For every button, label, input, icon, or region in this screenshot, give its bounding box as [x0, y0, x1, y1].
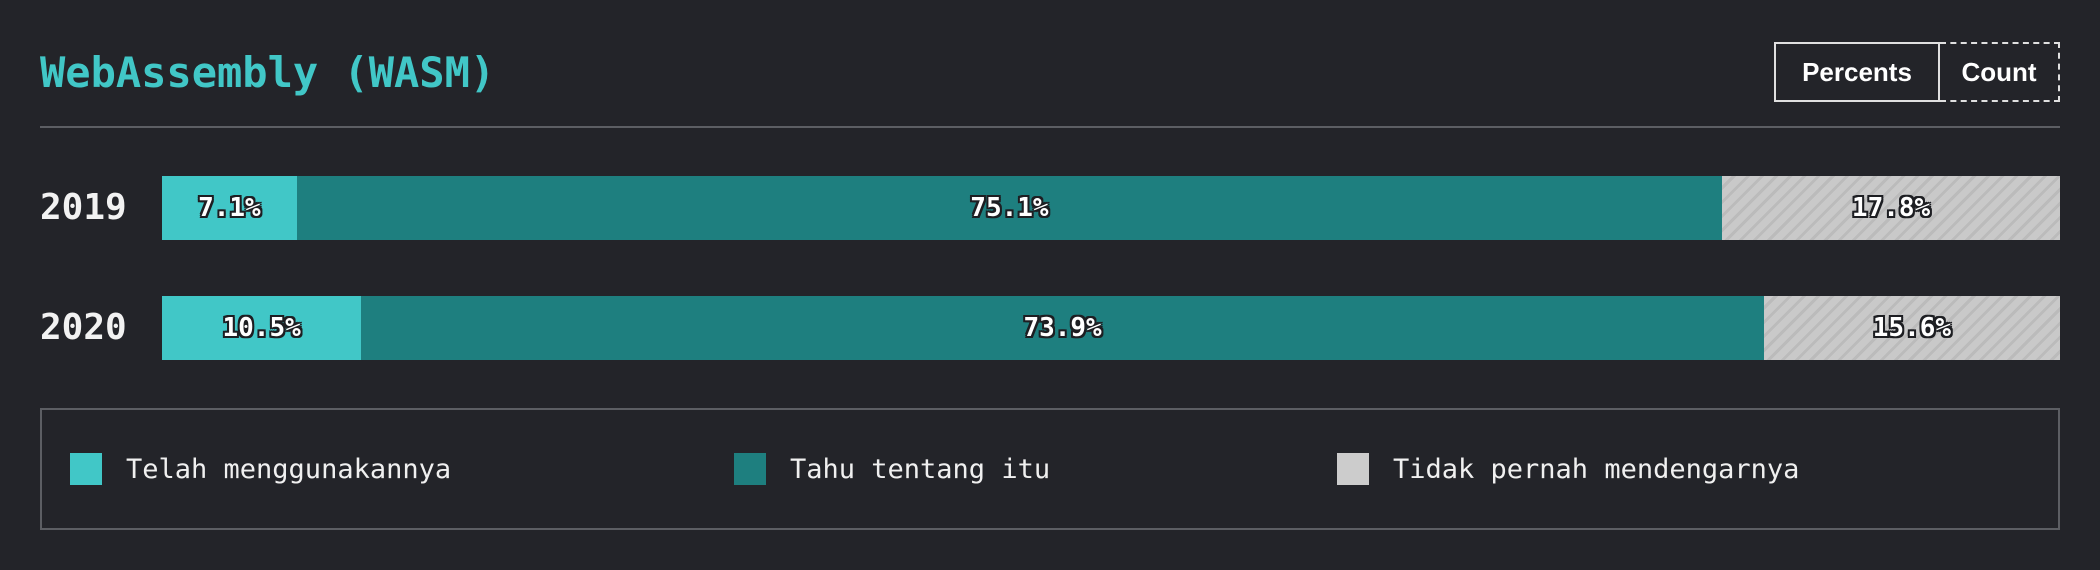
count-toggle-button[interactable]: Count: [1940, 42, 2060, 102]
title-divider: [40, 126, 2060, 128]
chart-title: WebAssembly (WASM): [40, 48, 496, 97]
bar-segment-2019-used[interactable]: 7.1%: [162, 176, 297, 240]
legend-label-aware: Tahu tentang itu: [790, 453, 1051, 485]
bar-value-label: 73.9%: [1023, 313, 1102, 343]
bar-segment-2020-never-heard[interactable]: 15.6%: [1763, 296, 2060, 360]
bar-value-label: 17.8%: [1851, 193, 1931, 223]
percents-toggle-button[interactable]: Percents: [1774, 42, 1940, 102]
bar-segment-2020-used[interactable]: 10.5%: [162, 296, 362, 360]
bar-segment-2019-never-heard[interactable]: 17.8%: [1722, 176, 2060, 240]
legend-swatch-used: [70, 453, 102, 485]
bar-2019: 7.1% 75.1% 17.8%: [162, 176, 2060, 240]
legend-item-aware[interactable]: Tahu tentang itu: [734, 410, 1050, 528]
bar-value-label: 75.1%: [970, 193, 1049, 223]
legend: Telah menggunakannya Tahu tentang itu Ti…: [40, 408, 2060, 530]
bar-value-label: 10.5%: [222, 313, 301, 343]
bar-segment-2019-aware[interactable]: 75.1%: [296, 176, 1723, 240]
bar-segment-2020-aware[interactable]: 73.9%: [361, 296, 1764, 360]
row-label-2020: 2020: [40, 307, 127, 348]
legend-label-used: Telah menggunakannya: [126, 453, 452, 485]
legend-label-never-heard: Tidak pernah mendengarnya: [1393, 453, 1800, 485]
legend-item-never-heard[interactable]: Tidak pernah mendengarnya: [1337, 410, 1799, 528]
legend-swatch-aware: [734, 453, 766, 485]
legend-swatch-never-heard: [1337, 453, 1369, 485]
bar-2020: 10.5% 73.9% 15.6%: [162, 296, 2060, 360]
row-label-2019: 2019: [40, 187, 127, 228]
legend-item-used[interactable]: Telah menggunakannya: [70, 410, 451, 528]
bar-value-label: 7.1%: [198, 193, 261, 223]
bar-value-label: 15.6%: [1872, 313, 1952, 343]
